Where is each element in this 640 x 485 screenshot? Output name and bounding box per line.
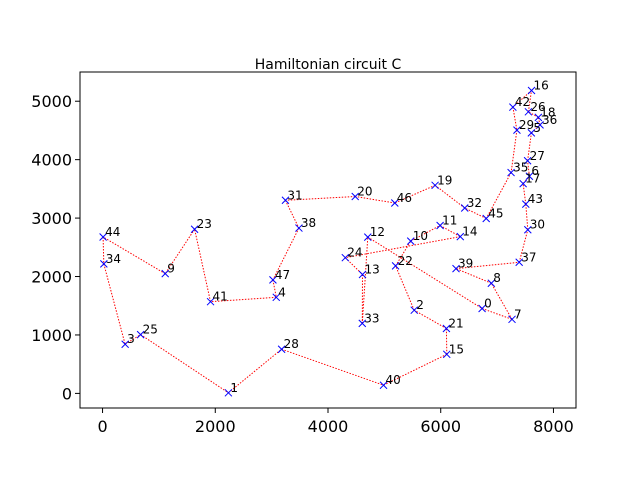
point-label-34: 34 xyxy=(106,252,121,266)
point-label-24: 24 xyxy=(347,246,362,260)
point-label-5: 5 xyxy=(533,121,541,135)
point-label-11: 11 xyxy=(442,214,457,228)
point-label-22: 22 xyxy=(398,254,413,268)
x-tick-label: 2000 xyxy=(195,417,236,436)
point-label-27: 27 xyxy=(530,149,545,163)
point-label-15: 15 xyxy=(449,342,464,356)
point-label-35: 35 xyxy=(513,161,528,175)
point-label-43: 43 xyxy=(528,192,543,206)
point-label-41: 41 xyxy=(213,290,228,304)
point-label-14: 14 xyxy=(462,225,477,239)
point-label-32: 32 xyxy=(467,196,482,210)
point-label-21: 21 xyxy=(448,317,463,331)
chart-title: Hamiltonian circuit C xyxy=(255,57,402,73)
y-tick-label: 0 xyxy=(62,384,72,403)
y-tick-label: 3000 xyxy=(31,209,72,228)
y-tick-label: 1000 xyxy=(31,326,72,345)
point-label-16: 16 xyxy=(534,79,549,93)
x-axis: 0 2000 4000 6000 8000 xyxy=(97,408,573,436)
point-label-31: 31 xyxy=(287,188,302,202)
x-tick-label: 4000 xyxy=(308,417,349,436)
x-tick-label: 8000 xyxy=(533,417,574,436)
point-label-38: 38 xyxy=(301,216,316,230)
point-label-13: 13 xyxy=(365,263,380,277)
point-label-7: 7 xyxy=(514,307,522,321)
y-tick-label: 2000 xyxy=(31,268,72,287)
point-label-2: 2 xyxy=(416,298,424,312)
point-label-30: 30 xyxy=(530,218,545,232)
point-label-40: 40 xyxy=(386,373,401,387)
point-label-47: 47 xyxy=(275,268,290,282)
point-label-42: 42 xyxy=(515,95,530,109)
point-label-39: 39 xyxy=(458,257,473,271)
point-label-23: 23 xyxy=(197,217,212,231)
y-tick-label: 4000 xyxy=(31,151,72,170)
point-label-20: 20 xyxy=(357,185,372,199)
y-axis: 0 1000 2000 3000 4000 5000 xyxy=(31,92,80,403)
point-label-28: 28 xyxy=(284,337,299,351)
point-label-36: 36 xyxy=(542,113,557,127)
plot-area xyxy=(80,72,576,408)
point-label-44: 44 xyxy=(105,225,120,239)
point-label-0: 0 xyxy=(484,297,492,311)
x-tick-label: 6000 xyxy=(420,417,461,436)
point-label-10: 10 xyxy=(413,229,428,243)
point-label-1: 1 xyxy=(230,381,238,395)
point-label-19: 19 xyxy=(437,173,452,187)
y-tick-label: 5000 xyxy=(31,92,72,111)
point-label-37: 37 xyxy=(521,250,536,264)
point-label-4: 4 xyxy=(278,285,286,299)
point-label-9: 9 xyxy=(167,262,175,276)
point-label-33: 33 xyxy=(364,311,379,325)
point-label-25: 25 xyxy=(143,323,158,337)
point-label-46: 46 xyxy=(397,191,412,205)
point-label-26: 26 xyxy=(530,100,545,114)
point-label-8: 8 xyxy=(493,271,501,285)
x-tick-label: 0 xyxy=(97,417,107,436)
point-label-12: 12 xyxy=(370,225,385,239)
point-label-45: 45 xyxy=(488,207,503,221)
point-label-29: 29 xyxy=(519,118,534,132)
point-label-3: 3 xyxy=(127,332,135,346)
